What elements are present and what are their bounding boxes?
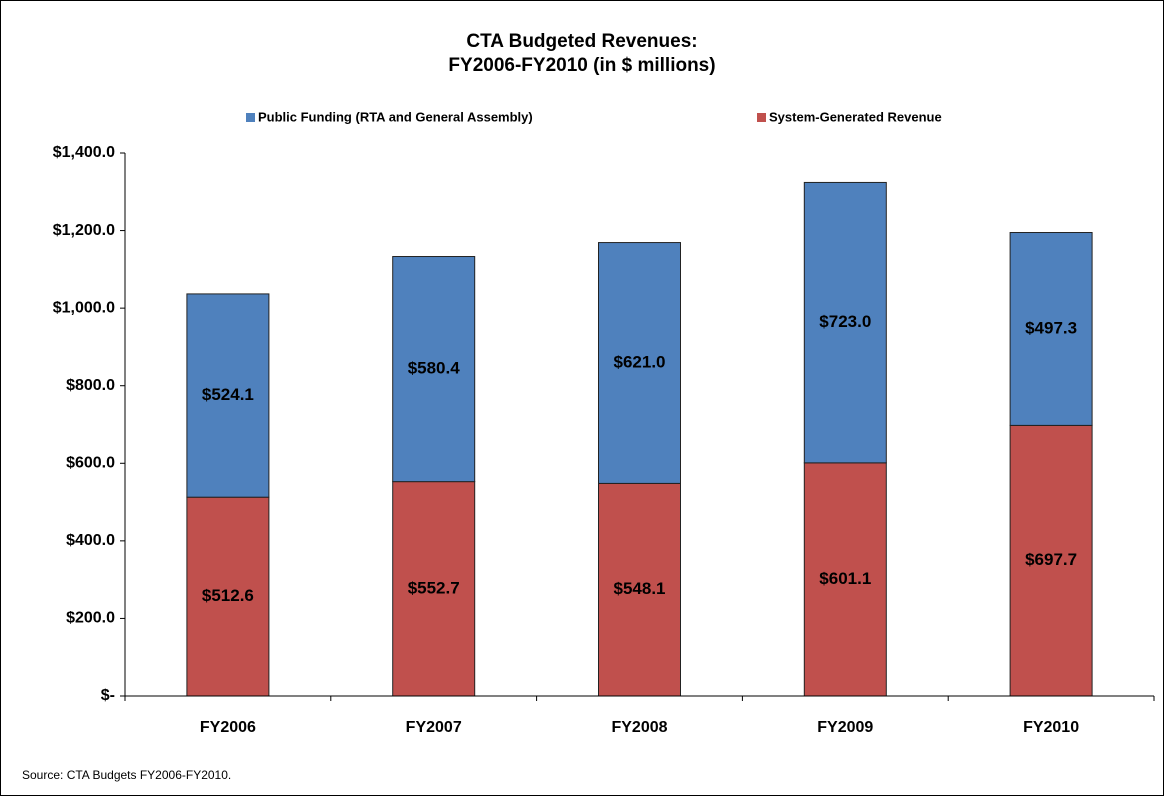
x-tick-label: FY2009 [817, 719, 873, 736]
chart-title: FY2006-FY2010 (in $ millions) [448, 55, 715, 76]
source-note: Source: CTA Budgets FY2006-FY2010. [22, 768, 231, 782]
legend-swatch [757, 113, 766, 122]
bar-segment [598, 242, 681, 484]
chart-title: CTA Budgeted Revenues: [466, 31, 697, 52]
data-label: $512.6 [202, 586, 254, 605]
legend-label: System-Generated Revenue [769, 109, 942, 124]
x-tick-label: FY2008 [611, 719, 667, 736]
data-label: $497.3 [1025, 318, 1077, 337]
legend-swatch [246, 113, 255, 122]
bar-segment [392, 256, 476, 483]
y-tick-label: $1,000.0 [53, 299, 115, 316]
legend-label: Public Funding (RTA and General Assembly… [258, 109, 533, 124]
x-tick-label: FY2006 [200, 719, 256, 736]
data-label: $697.7 [1025, 550, 1077, 569]
y-tick-label: $- [101, 687, 115, 704]
data-label: $601.1 [819, 569, 871, 588]
bar-segment [186, 496, 270, 697]
x-tick-label: FY2010 [1023, 719, 1079, 736]
y-tick-label: $800.0 [66, 377, 115, 394]
data-label: $723.0 [819, 312, 871, 331]
data-label: $548.1 [614, 579, 666, 598]
y-tick-label: $1,200.0 [53, 222, 115, 239]
bar-segment [186, 293, 270, 498]
bar-segment [1009, 424, 1093, 697]
y-tick-label: $1,400.0 [53, 144, 115, 161]
x-tick-label: FY2007 [406, 719, 462, 736]
y-tick-label: $400.0 [66, 532, 115, 549]
bar-segment [803, 181, 887, 464]
data-label: $580.4 [408, 359, 461, 378]
bar-segment [1009, 232, 1093, 426]
data-label: $552.7 [408, 578, 460, 597]
y-tick-label: $600.0 [66, 455, 115, 472]
data-label: $621.0 [614, 352, 666, 371]
y-tick-label: $200.0 [66, 610, 115, 627]
data-label: $524.1 [202, 385, 254, 404]
